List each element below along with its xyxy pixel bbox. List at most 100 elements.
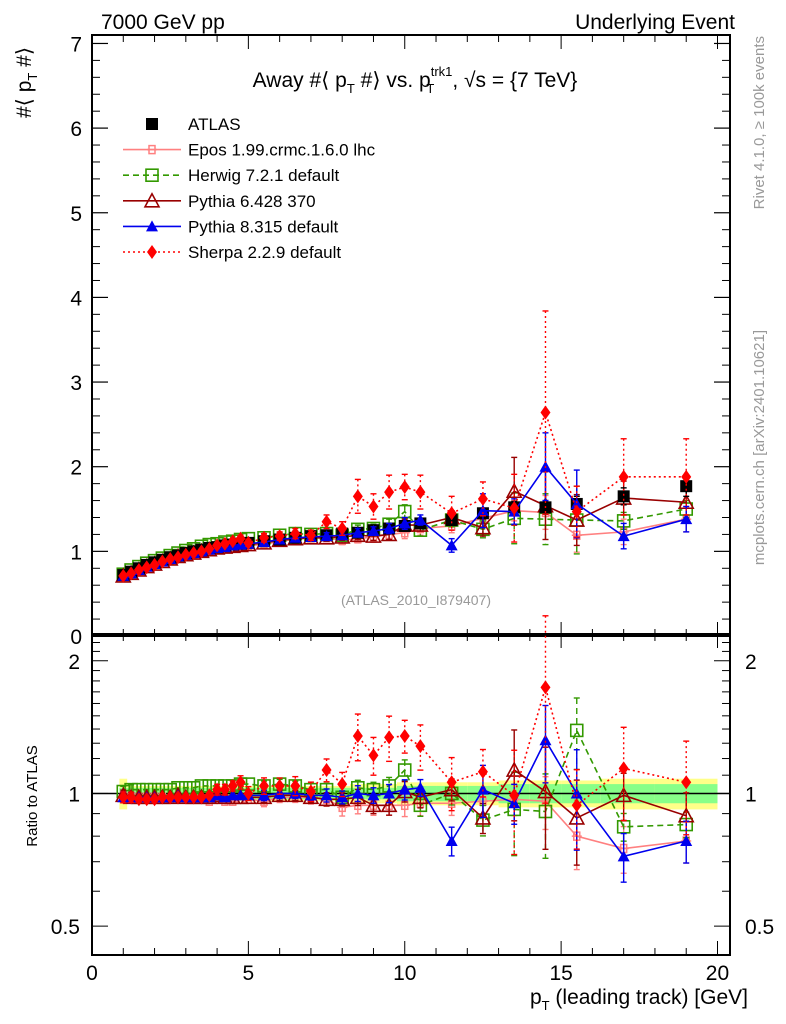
point-sherpa-2-2-9-default xyxy=(274,778,285,793)
header-right-label: Underlying Event xyxy=(575,11,735,34)
point-sherpa-2-2-9-default xyxy=(141,560,152,575)
point-sherpa-2-2-9-default xyxy=(352,728,363,743)
point-sherpa-2-2-9-default xyxy=(259,530,270,545)
point-pythia-8-315-default xyxy=(680,513,693,525)
mcplots-label: mcplots.cern.ch [arXiv:2401.10621] xyxy=(751,330,768,565)
point-sherpa-2-2-9-default xyxy=(180,790,191,805)
ratio-y-tick-label: 1 xyxy=(68,783,80,806)
series-line-sherpa-2-2-9-default xyxy=(123,409,687,577)
point-sherpa-2-2-9-default xyxy=(157,554,168,569)
point-pythia-8-315-default xyxy=(476,504,489,516)
point-sherpa-2-2-9-default xyxy=(368,499,379,514)
point-pythia-8-315-default xyxy=(414,514,427,526)
legend-item-pythia-8-315-default: Pythia 8.315 default xyxy=(123,217,339,236)
point-sherpa-2-2-9-default xyxy=(352,489,363,504)
point-herwig-7-2-1-default xyxy=(397,763,412,777)
point-sherpa-2-2-9-default xyxy=(149,557,160,572)
point-sherpa-2-2-9-default xyxy=(446,775,457,790)
main-y-tick-label: 3 xyxy=(70,372,82,395)
legend-marker xyxy=(146,118,158,130)
main-y-tick-label: 1 xyxy=(70,541,82,564)
ratio-axis-ticks: 0.5 0.51 12 20 5 10 15 20 xyxy=(51,634,774,985)
point-pythia-6-428-370 xyxy=(380,796,398,813)
x-tick-label: 5 xyxy=(243,962,255,985)
point-sherpa-2-2-9-default xyxy=(235,531,246,546)
series-line-herwig-7-2-1-default xyxy=(122,508,687,575)
point-atlas xyxy=(680,480,693,493)
point-herwig-7-2-1-default xyxy=(569,723,584,738)
point-sherpa-2-2-9-default xyxy=(259,778,270,793)
legend-label: Epos 1.99.crmc.1.6.0 lhc xyxy=(188,141,376,160)
point-pythia-8-315-default xyxy=(539,734,552,746)
analysis-watermark: (ATLAS_2010_I879407) xyxy=(341,592,491,608)
point-pythia-8-315-default xyxy=(398,517,411,529)
point-pythia-8-315-default xyxy=(226,789,239,801)
point-pythia-8-315-default xyxy=(680,835,693,847)
series-sherpa-2-2-9-default xyxy=(118,310,692,583)
ratio-y-tick-label: 0.5 xyxy=(51,916,80,939)
point-sherpa-2-2-9-default xyxy=(173,550,184,565)
x-tick-label: 10 xyxy=(393,962,416,985)
rivet-version-label: Rivet 4.1.0, ≥ 100k events xyxy=(751,36,768,209)
point-pythia-8-315-default xyxy=(367,525,380,537)
point-atlas xyxy=(617,490,630,503)
point-sherpa-2-2-9-default xyxy=(204,541,215,556)
point-pythia-8-315-default xyxy=(414,781,427,793)
main-y-tick-label: 7 xyxy=(70,33,82,56)
legend-marker xyxy=(147,245,157,259)
point-sherpa-2-2-9-default xyxy=(173,790,184,805)
point-pythia-8-315-default xyxy=(351,526,364,538)
point-sherpa-2-2-9-default xyxy=(118,790,129,805)
legend: ATLAS Epos 1.99.crmc.1.6.0 lhc Herwig 7.2.… xyxy=(123,115,376,262)
point-sherpa-2-2-9-default xyxy=(571,798,582,813)
point-pythia-8-315-default xyxy=(445,539,458,551)
point-sherpa-2-2-9-default xyxy=(540,680,551,695)
point-sherpa-2-2-9-default xyxy=(399,728,410,743)
point-pythia-8-315-default xyxy=(320,530,333,542)
point-pythia-6-428-370 xyxy=(474,518,492,535)
point-pythia-8-315-default xyxy=(383,522,396,534)
legend-marker xyxy=(146,220,158,232)
point-sherpa-2-2-9-default xyxy=(305,784,316,799)
point-sherpa-2-2-9-default xyxy=(212,782,223,797)
x-label-part: (leading track) [GeV] xyxy=(550,986,748,1009)
point-pythia-6-428-370 xyxy=(412,788,429,805)
point-sherpa-2-2-9-default xyxy=(337,521,348,536)
legend-marker xyxy=(143,192,161,208)
main-y-label: #⟨ pT #⟩ xyxy=(13,47,40,118)
point-sherpa-2-2-9-default xyxy=(509,501,520,516)
point-sherpa-2-2-9-default xyxy=(118,568,129,583)
legend-label: Sherpa 2.2.9 default xyxy=(188,243,341,262)
main-frame xyxy=(91,34,731,637)
point-sherpa-2-2-9-default xyxy=(219,782,230,797)
legend-label: Pythia 6.428 370 xyxy=(188,192,316,211)
point-pythia-8-315-default xyxy=(351,787,364,799)
series-sherpa-2-2-9-default xyxy=(118,615,692,856)
point-sherpa-2-2-9-default xyxy=(243,535,254,550)
ratio-y-label: Ratio to ATLAS xyxy=(24,745,41,846)
point-pythia-8-315-default xyxy=(445,835,458,847)
point-sherpa-2-2-9-default xyxy=(165,790,176,805)
point-pythia-8-315-default xyxy=(570,497,583,509)
point-sherpa-2-2-9-default xyxy=(305,528,316,543)
point-pythia-6-428-370 xyxy=(443,780,460,797)
main-y-tick-label: 6 xyxy=(70,118,82,141)
ratio-y-tick-label: 2 xyxy=(68,651,80,674)
point-sherpa-2-2-9-default xyxy=(133,562,144,577)
point-sherpa-2-2-9-default xyxy=(227,778,238,793)
point-sherpa-2-2-9-default xyxy=(235,775,246,790)
header-left-label: 7000 GeV pp xyxy=(101,11,225,34)
point-sherpa-2-2-9-default xyxy=(509,788,520,803)
point-pythia-8-315-default xyxy=(234,789,247,801)
point-sherpa-2-2-9-default xyxy=(133,792,144,807)
point-sherpa-2-2-9-default xyxy=(157,790,168,805)
main-y-tick-label: 5 xyxy=(70,203,82,226)
point-pythia-8-315-default xyxy=(476,783,489,795)
legend-item-herwig-7-2-1-default: Herwig 7.2.1 default xyxy=(123,166,339,185)
point-sherpa-2-2-9-default xyxy=(399,480,410,495)
point-sherpa-2-2-9-default xyxy=(196,544,207,559)
point-sherpa-2-2-9-default xyxy=(290,526,301,541)
point-sherpa-2-2-9-default xyxy=(384,730,395,745)
series-line-sherpa-2-2-9-default xyxy=(123,684,687,807)
